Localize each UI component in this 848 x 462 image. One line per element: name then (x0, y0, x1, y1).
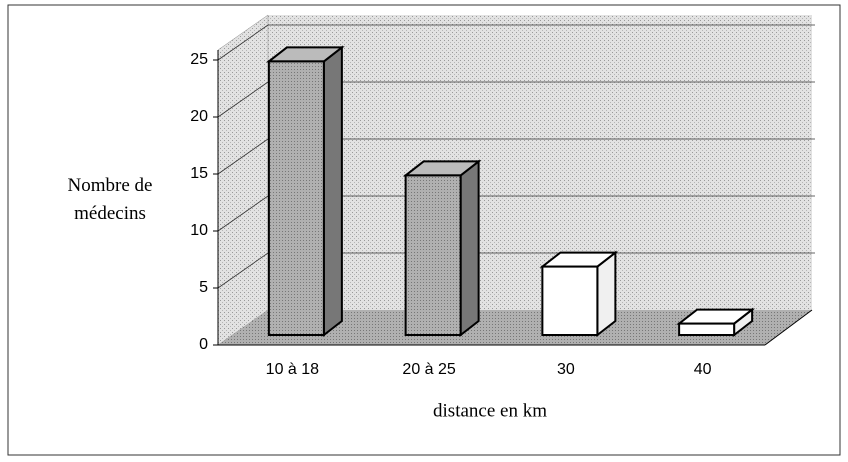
x-tick-label: 40 (694, 361, 712, 378)
y-tick-label: 20 (190, 108, 208, 125)
bar-front (541, 265, 599, 337)
y-tick-label: 5 (199, 279, 208, 296)
grid-line (217, 252, 269, 289)
y-tick-label: 0 (199, 336, 208, 353)
bar-front (404, 174, 462, 336)
floor (218, 310, 812, 345)
bar (539, 250, 619, 338)
y-tick-label: 10 (190, 222, 208, 239)
side-wall (217, 14, 269, 346)
grid-line (217, 24, 269, 61)
x-axis-title: distance en km (433, 400, 547, 421)
y-tick-label: 15 (190, 165, 208, 182)
y-tick-label: 25 (190, 51, 208, 68)
x-tick-label: 20 à 25 (402, 361, 455, 378)
back-wall (268, 15, 812, 310)
bar (265, 45, 345, 338)
floor-edge (764, 309, 813, 346)
bar (402, 159, 482, 338)
bar-front (678, 322, 736, 337)
x-tick-label: 30 (557, 361, 575, 378)
bar (676, 307, 756, 338)
bar-side (322, 45, 343, 338)
bar-front (267, 60, 325, 337)
grid-line (217, 81, 269, 118)
grid-line (217, 195, 269, 232)
grid-line (217, 138, 269, 175)
bar-side (459, 159, 480, 338)
x-tick-label: 10 à 18 (266, 361, 319, 378)
y-axis-title: Nombre de médecins (67, 175, 153, 224)
